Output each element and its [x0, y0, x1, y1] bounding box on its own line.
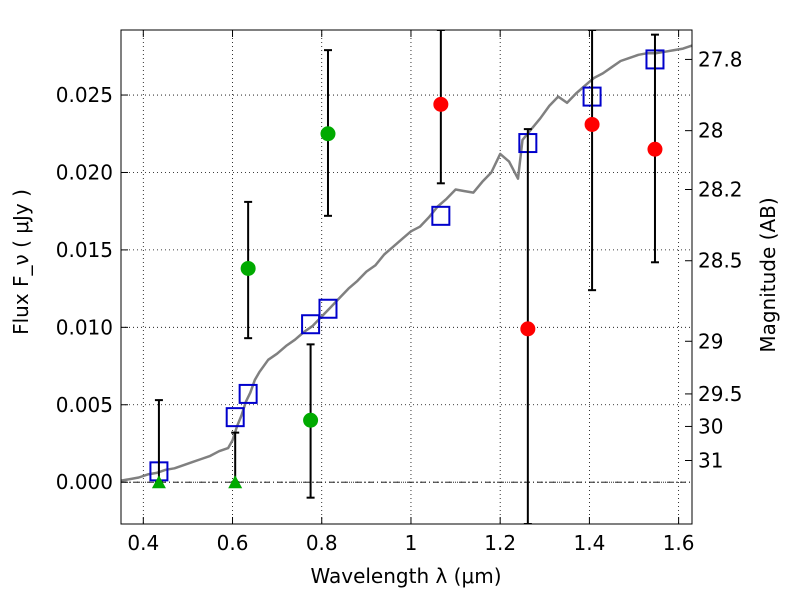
model-flux-square-marker — [238, 383, 258, 404]
red-data-point — [433, 96, 449, 112]
x-axis-label: Wavelength λ (μm) — [310, 564, 501, 588]
y-axis-label: Flux F_ν ( μJy ) — [9, 189, 33, 335]
right-axis-label: Magnitude (AB) — [756, 197, 780, 352]
y-tick-label: 0.020 — [56, 160, 113, 184]
x-tick-label: 1.2 — [484, 531, 516, 555]
right-tick-label: 29 — [698, 329, 723, 353]
y-tick-label: 0.015 — [56, 238, 113, 262]
grid-layer — [121, 30, 692, 524]
x-tick-label: 0.4 — [127, 531, 159, 555]
green-data-point — [303, 412, 319, 428]
red-data-point — [584, 116, 600, 132]
y-tick-label: 0.000 — [56, 470, 113, 494]
clipped-data — [121, 30, 692, 524]
right-tick-label: 28.5 — [698, 249, 743, 273]
model-flux-square-marker — [431, 205, 451, 226]
model-flux-square-marker — [318, 298, 338, 319]
right-tick-label: 31 — [698, 449, 723, 473]
y-tick-label: 0.005 — [56, 393, 113, 417]
right-tick-label: 30 — [698, 414, 723, 438]
model-spectrum-line — [121, 44, 692, 482]
x-tick-label: 1 — [405, 531, 418, 555]
red-data-point — [647, 141, 663, 157]
red-data-point — [520, 321, 536, 337]
model-flux-square-marker — [225, 407, 245, 428]
data-layer — [121, 30, 692, 524]
plot-frame — [120, 29, 693, 525]
green-data-point — [320, 126, 336, 142]
tick-layer: 0.4 0.6 0.8 1 1.2 1.4 1.6 0.000 0.005 0.010 0.015 0… — [56, 30, 743, 555]
x-tick-label: 0.8 — [306, 531, 338, 555]
x-tick-label: 1.6 — [663, 531, 695, 555]
right-tick-label: 28.2 — [698, 178, 743, 202]
upper-limit-triangle-marker — [228, 475, 243, 489]
upper-limit-triangle-marker — [151, 475, 166, 489]
y-tick-label: 0.010 — [56, 315, 113, 339]
right-tick-label: 28 — [698, 119, 723, 143]
green-data-point — [240, 260, 256, 276]
y-tick-label: 0.025 — [56, 83, 113, 107]
right-tick-label: 27.8 — [698, 47, 743, 71]
right-tick-label: 29.5 — [698, 382, 743, 406]
model-flux-square-marker — [301, 314, 321, 335]
x-tick-label: 1.4 — [573, 531, 605, 555]
x-tick-label: 0.6 — [217, 531, 249, 555]
